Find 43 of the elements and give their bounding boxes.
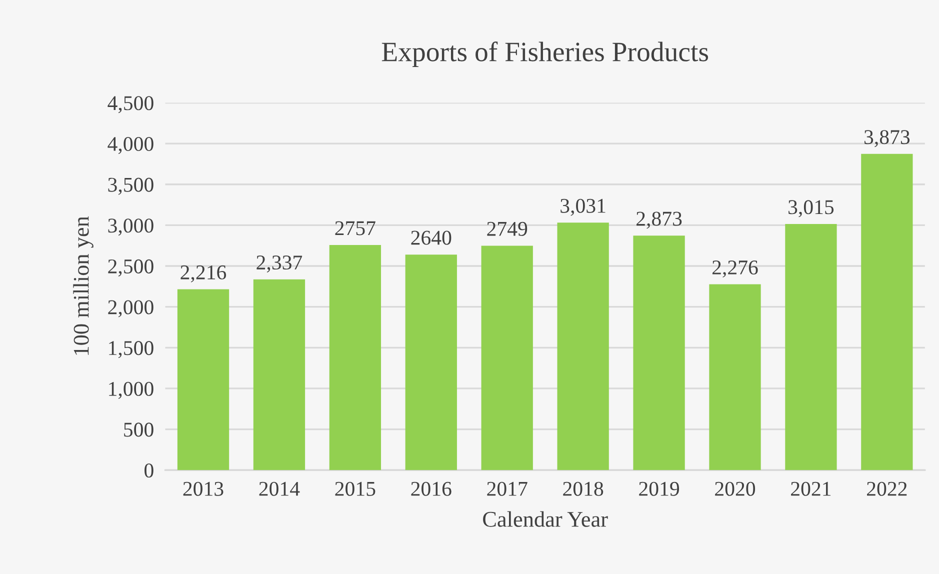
data-label: 3,873 bbox=[864, 130, 910, 148]
y-tick-label: 4,500 bbox=[108, 96, 154, 114]
data-label: 2640 bbox=[411, 230, 452, 245]
data-label: 2757 bbox=[335, 221, 376, 236]
bar bbox=[633, 236, 685, 470]
x-tick-label: 2013 bbox=[183, 482, 224, 496]
bar bbox=[329, 245, 382, 470]
y-tick-label: 1,500 bbox=[109, 341, 154, 358]
x-tick-label: 2020 bbox=[715, 482, 756, 496]
y-axis-title: 100 million yen bbox=[73, 216, 94, 355]
x-tick-label: 2021 bbox=[791, 482, 831, 496]
x-tick-label: 2018 bbox=[563, 482, 604, 496]
x-tick-label: 2019 bbox=[639, 482, 680, 496]
y-tick-label: 500 bbox=[124, 422, 154, 437]
x-tick-label: 2014 bbox=[259, 482, 300, 496]
bar bbox=[861, 154, 913, 470]
bar bbox=[709, 284, 761, 470]
data-label: 2749 bbox=[487, 222, 528, 236]
bar bbox=[557, 222, 609, 470]
y-tick-label: 3,000 bbox=[108, 218, 154, 236]
y-tick-label: 4,000 bbox=[108, 136, 154, 154]
data-label: 2,337 bbox=[256, 256, 302, 273]
x-tick-label: 2017 bbox=[487, 482, 528, 496]
bar bbox=[481, 246, 533, 470]
bar bbox=[785, 224, 837, 470]
data-label: 3,031 bbox=[560, 198, 606, 216]
data-label: 2,276 bbox=[712, 260, 758, 278]
y-tick-label: 3,500 bbox=[108, 178, 154, 195]
x-tick-label: 2022 bbox=[867, 482, 907, 496]
y-tick-label: 2,000 bbox=[108, 300, 154, 318]
x-tick-label: 2015 bbox=[335, 482, 376, 496]
x-tick-label: 2016 bbox=[411, 482, 452, 496]
y-tick-label: 1,000 bbox=[109, 382, 154, 399]
x-axis-title: Calendar Year bbox=[483, 511, 608, 527]
bar bbox=[253, 279, 306, 470]
y-tick-label: 2,500 bbox=[108, 259, 154, 276]
data-label: 2,216 bbox=[180, 265, 226, 282]
data-label: 2,873 bbox=[636, 212, 682, 229]
chart-title: Exports of Fisheries Products bbox=[382, 42, 708, 67]
bar bbox=[177, 289, 230, 470]
bar bbox=[405, 254, 457, 470]
data-label: 3,015 bbox=[788, 200, 834, 218]
y-tick-label: 0 bbox=[144, 463, 154, 478]
